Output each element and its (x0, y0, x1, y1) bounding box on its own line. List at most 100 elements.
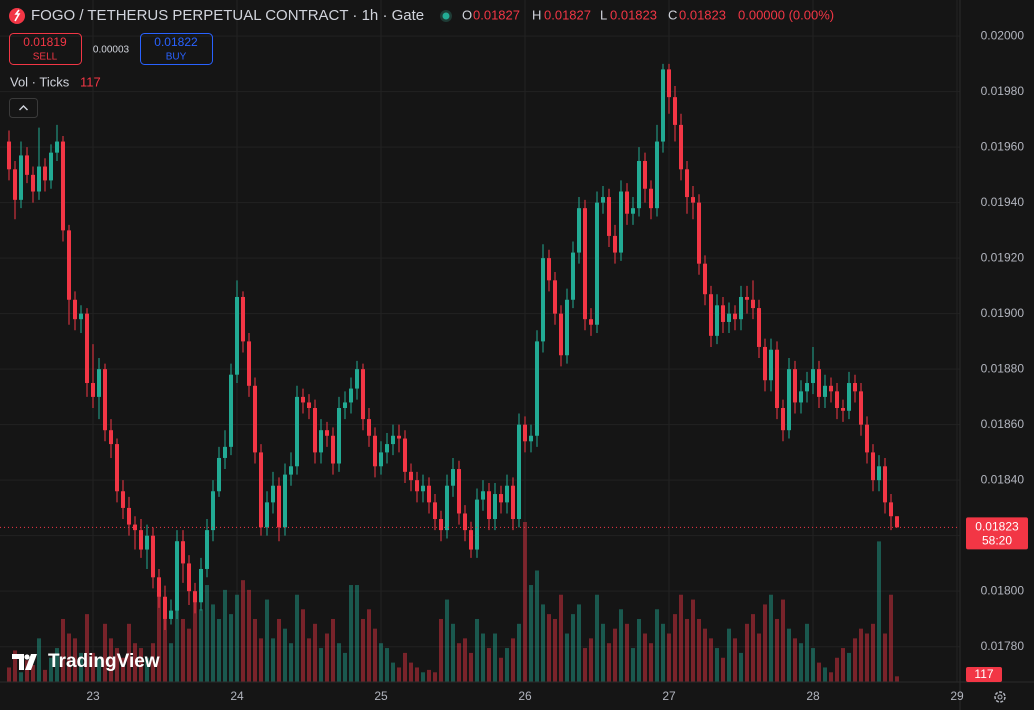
candle-body (631, 208, 635, 214)
x-tick-label: 29 (950, 689, 964, 703)
candle-body (517, 424, 521, 520)
volume-bar (601, 623, 605, 682)
candle-body (805, 383, 809, 392)
y-tick-label: 0.01840 (981, 472, 1025, 486)
volume-bar (241, 580, 245, 682)
volume-bar (421, 672, 425, 682)
volume-bar (205, 585, 209, 682)
candle-body (823, 385, 827, 397)
x-tick-label: 23 (86, 689, 100, 703)
volume-bar (343, 652, 347, 682)
volume-bar (307, 638, 311, 682)
candle-body (19, 155, 23, 200)
candle-body (175, 541, 179, 611)
candle-body (781, 408, 785, 431)
volume-bar (403, 652, 407, 682)
volume-bar (733, 638, 737, 682)
volume-bar (79, 652, 83, 682)
candle-body (559, 313, 563, 356)
volume-bar (67, 633, 71, 682)
x-tick-label: 24 (230, 689, 244, 703)
volume-bar (745, 623, 749, 682)
volume-bar (649, 643, 653, 682)
volume-bar (49, 657, 53, 682)
candle-body (13, 169, 17, 200)
volume-bar (523, 522, 527, 682)
volume-bar (481, 633, 485, 682)
candle-body (475, 499, 479, 550)
volume-bar (889, 594, 893, 682)
volume-bar (667, 633, 671, 682)
volume-bar (763, 604, 767, 682)
volume-bar (379, 643, 383, 682)
candle-body (727, 313, 731, 322)
volume-bar (175, 565, 179, 682)
candle-body (883, 466, 887, 503)
candle-body (817, 369, 821, 397)
volume-bar (151, 643, 155, 682)
candle-body (7, 141, 11, 170)
grid (0, 0, 960, 682)
candle-body (403, 438, 407, 472)
volume-bar (13, 650, 17, 682)
volume-bar (25, 660, 29, 682)
volume-bar (31, 665, 35, 682)
candle-body (667, 69, 671, 98)
settings-icon[interactable] (994, 691, 1006, 703)
candle-body (397, 435, 401, 439)
volume-bar (19, 672, 23, 682)
volume-bar (115, 648, 119, 682)
volume-bar (145, 657, 149, 682)
candle-body (433, 502, 437, 520)
candle-body (787, 369, 791, 431)
volume-bar (265, 599, 269, 682)
collapse-button[interactable] (9, 98, 38, 118)
candle-body (487, 491, 491, 520)
candle-body (577, 208, 581, 253)
volume-bar (301, 609, 305, 682)
volume-bar (85, 614, 89, 682)
candles (0, 63, 960, 631)
buy-button[interactable] (140, 33, 213, 65)
volume-bar (661, 623, 665, 682)
logo-glyph (14, 9, 21, 22)
volume-bar (253, 618, 257, 682)
candle-body (745, 296, 749, 300)
candle-body (217, 457, 221, 492)
candle-body (679, 124, 683, 170)
volume-bar (313, 623, 317, 682)
volume-tag (966, 667, 1002, 682)
volume-bar (547, 614, 551, 682)
brand-logo-dot (24, 654, 30, 660)
candle-body (61, 141, 65, 231)
candle-body (181, 541, 185, 564)
volume-bar (43, 669, 47, 682)
sell-button[interactable] (9, 33, 82, 65)
symbol-title[interactable]: FOGO / TETHERUS PERPETUAL CONTRACT · 1h … (31, 7, 424, 24)
candle-body (877, 466, 881, 481)
candle-body (391, 435, 395, 445)
countdown: 58:20 (982, 534, 1012, 548)
volume-bar (841, 648, 845, 682)
candle-body (829, 385, 833, 392)
volume-bar (451, 623, 455, 682)
candle-body (241, 296, 245, 342)
volume-bar (139, 648, 143, 682)
volume-bar (871, 623, 875, 682)
volume-bar (91, 652, 95, 682)
candle-body (85, 313, 89, 384)
x-tick-label: 27 (662, 689, 676, 703)
volume-bar (517, 623, 521, 682)
quote-value: 0.01823 (610, 7, 657, 22)
volume-bar (799, 643, 803, 682)
candle-body (349, 388, 353, 403)
candle-body (229, 374, 233, 447)
volume-bar (361, 618, 365, 682)
candle-body (97, 369, 101, 397)
candle-body (499, 494, 503, 503)
volume-bar (637, 618, 641, 682)
y-tick-label: 0.01900 (981, 306, 1025, 320)
volume-bar (823, 667, 827, 682)
